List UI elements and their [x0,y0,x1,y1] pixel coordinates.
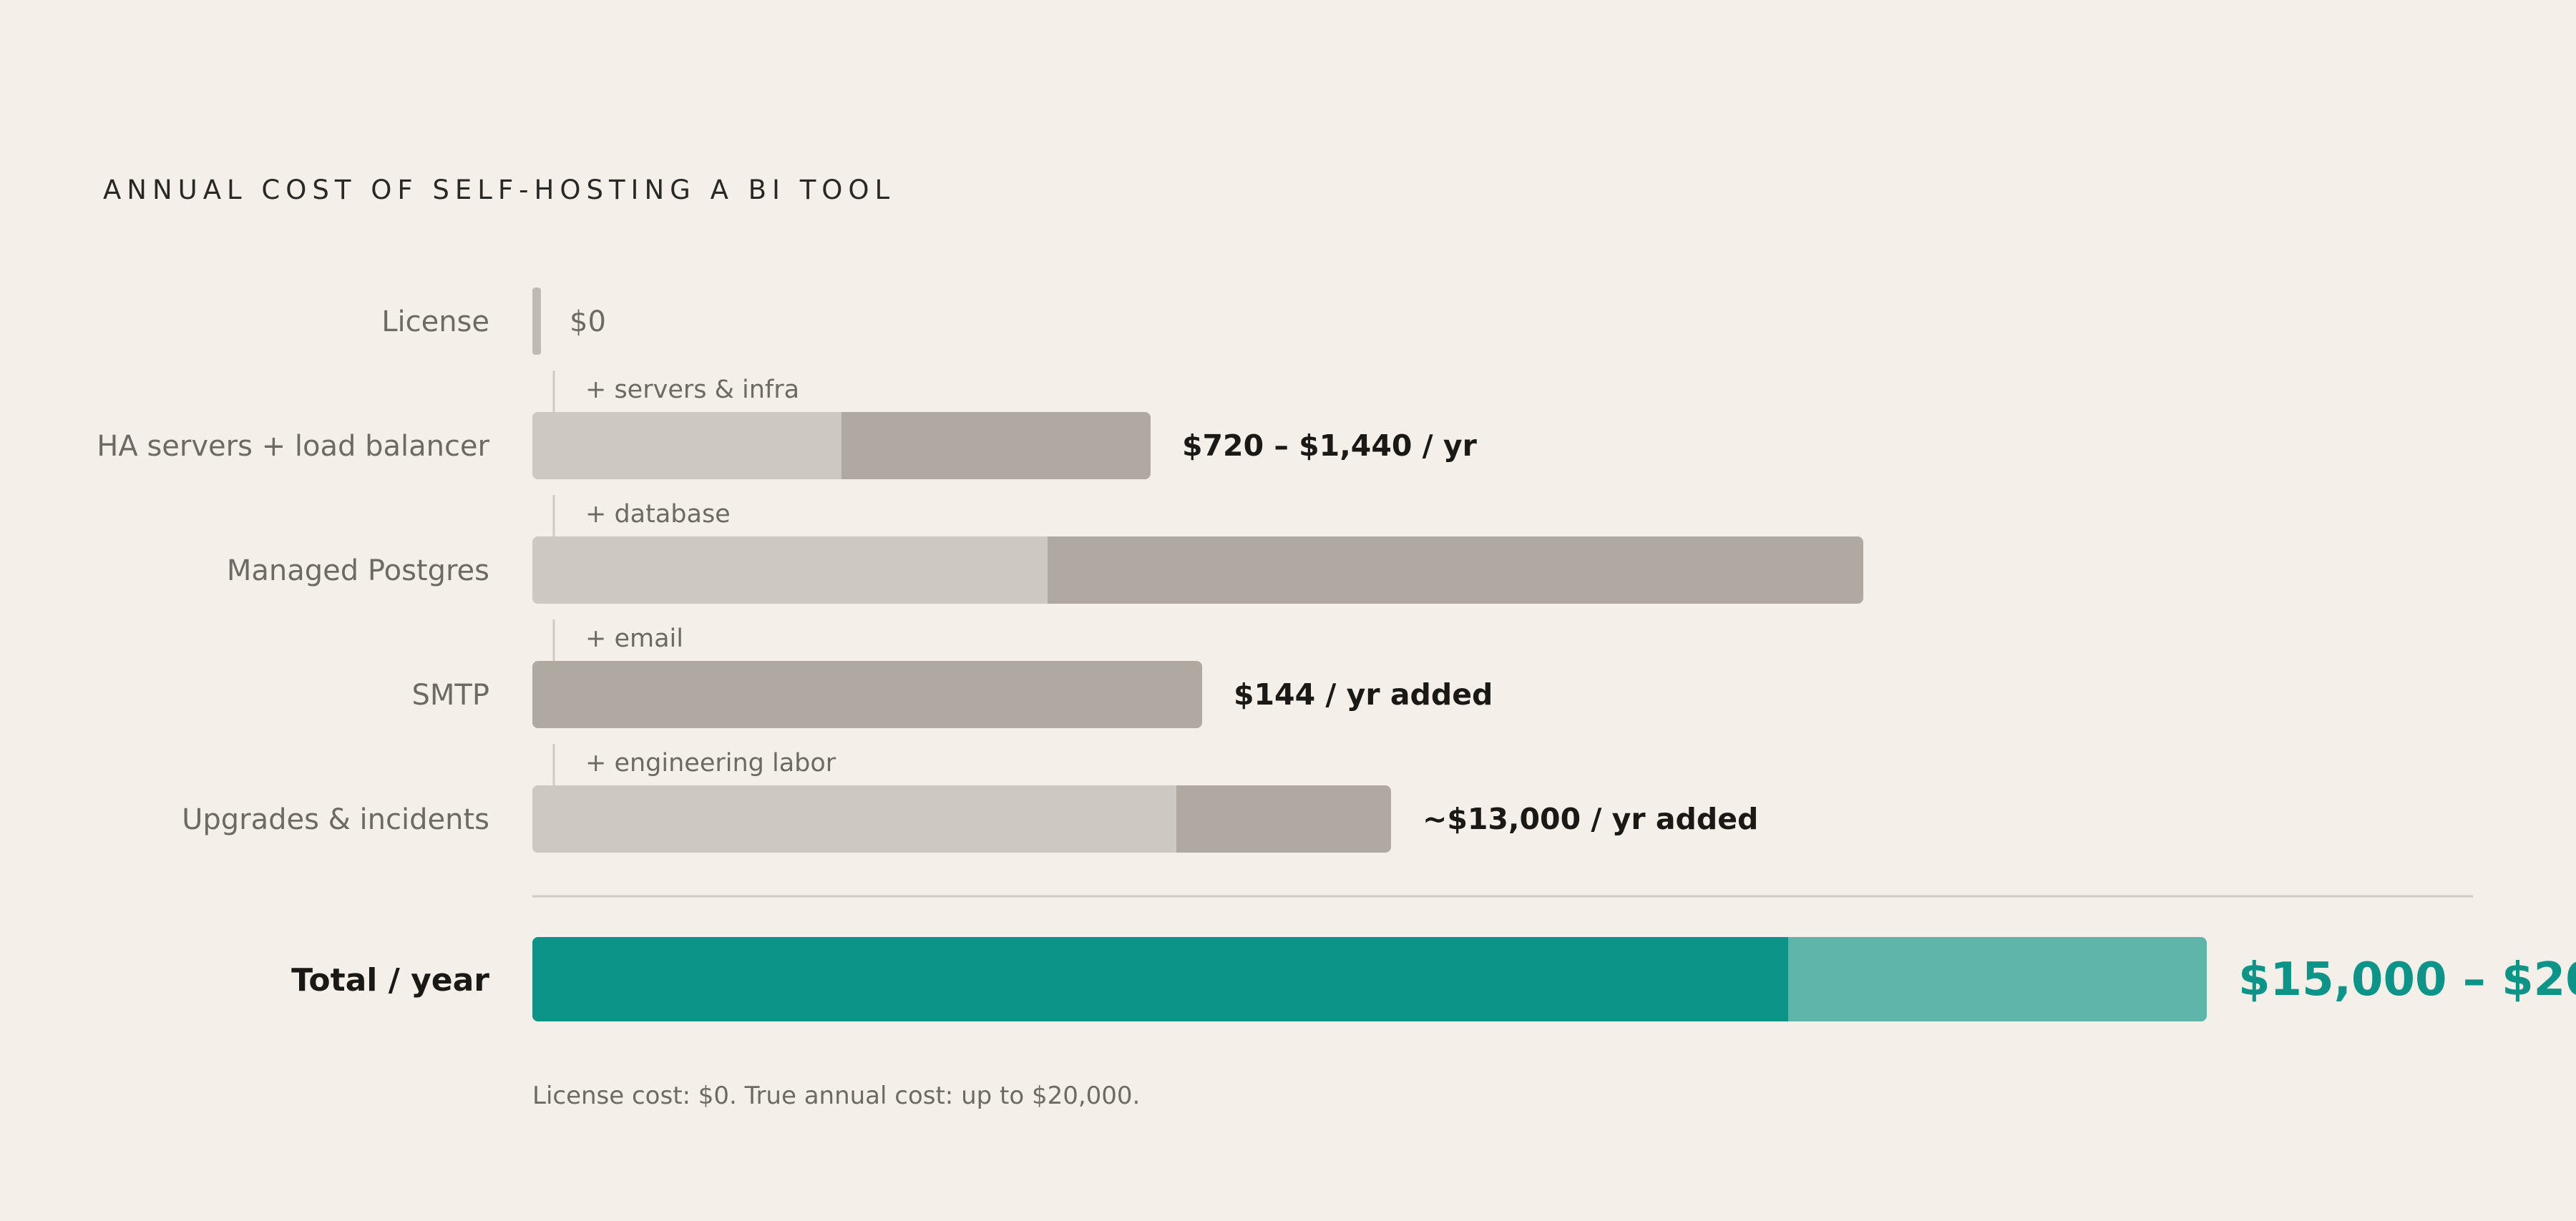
row-label: SMTP [412,679,489,712]
connector-caption: + database [585,500,731,529]
row-label: Managed Postgres [227,554,489,587]
total-value-label: $15,000 – $20,000 / yr [2238,953,2576,1006]
bar-range-low [532,785,1176,853]
connector-caption: + email [585,624,683,653]
bar-range-low-edge [834,412,841,479]
bar-range-low [532,536,1048,604]
row-label: HA servers + load balancer [97,430,489,463]
bar-range-low-edge [1169,785,1176,853]
row-label: Upgrades & incidents [182,803,489,836]
chart-title: ANNUAL COST OF SELF-HOSTING A BI TOOL [103,175,896,205]
value-label: $0 [570,305,606,338]
connector-caption: + engineering labor [585,749,836,778]
value-label: $720 – $1,440 / yr [1182,428,1478,463]
total-label: Total / year [291,962,489,999]
chart-footnote: License cost: $0. True annual cost: up t… [532,1082,1141,1110]
row-label: License [381,305,489,338]
value-label: ~$13,000 / yr added [1423,802,1758,836]
license-tick [532,288,541,355]
bar-range-high [532,661,1202,728]
value-label: $144 / yr added [1234,677,1493,712]
bar-range-low [532,412,841,479]
total-bar-low [532,937,1788,1021]
connector-caption: + servers & infra [585,376,799,404]
total-bar-low-edge [1781,937,1788,1021]
bar-range-low-edge [1040,536,1048,604]
